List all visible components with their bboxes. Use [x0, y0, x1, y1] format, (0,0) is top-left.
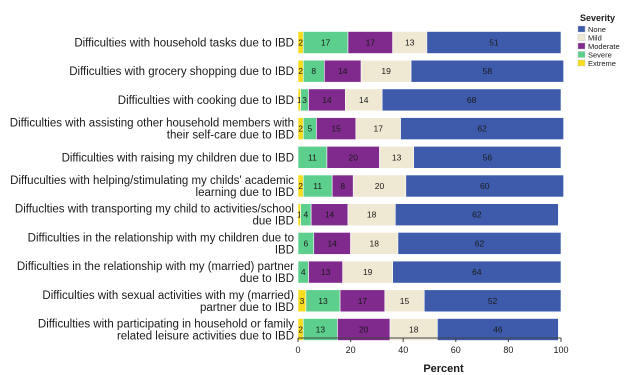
- data-label: 2: [298, 124, 303, 134]
- data-label: 14: [338, 66, 348, 76]
- x-axis-title: Percent: [423, 363, 464, 375]
- bar-segment-none: [413, 146, 562, 169]
- data-label: 4: [304, 210, 309, 220]
- data-label: 15: [400, 296, 410, 306]
- data-label: 20: [359, 325, 369, 335]
- data-label: 18: [367, 210, 377, 220]
- data-label: 64: [472, 267, 482, 277]
- bar-segment-none: [410, 59, 564, 83]
- data-label: 46: [493, 325, 503, 335]
- legend-swatch-mild: [577, 34, 586, 41]
- data-label: 11: [313, 181, 322, 191]
- data-label: 62: [472, 210, 482, 220]
- data-label: 58: [483, 66, 493, 76]
- data-label: 56: [483, 152, 493, 162]
- data-label: 3: [300, 296, 305, 306]
- legend-label-extreme: Extreme: [588, 59, 616, 68]
- data-label: 15: [331, 124, 341, 134]
- data-label: 52: [488, 296, 498, 306]
- x-tick-label: 80: [503, 345, 513, 355]
- data-label: 8: [311, 66, 316, 76]
- data-label: 2: [298, 66, 303, 76]
- legend-title: Severity: [580, 13, 615, 23]
- data-label: 18: [370, 238, 380, 248]
- data-label: 20: [348, 152, 358, 162]
- data-label: 18: [409, 325, 419, 335]
- legend-label-none: None: [588, 25, 606, 34]
- bar-segment-none: [437, 318, 559, 341]
- bar-segment-none: [381, 88, 562, 112]
- category-label: Difficulties with grocery shopping due t…: [69, 66, 294, 78]
- bar-segment-none: [397, 232, 562, 255]
- data-label: 13: [321, 267, 331, 277]
- bar-segment-none: [400, 117, 564, 140]
- legend-swatch-extreme: [577, 59, 586, 67]
- data-label: 19: [381, 66, 391, 76]
- category-label: Difficulties in the relationship with my…: [28, 232, 294, 256]
- data-label: 19: [363, 267, 373, 277]
- data-label: 1: [297, 210, 302, 220]
- data-label: 17: [373, 124, 383, 134]
- data-label: 13: [405, 38, 415, 48]
- data-label: 2: [298, 181, 303, 191]
- data-label: 6: [304, 238, 309, 248]
- data-label: 13: [318, 296, 328, 306]
- legend-label-moderate: Moderate: [588, 42, 620, 51]
- data-label: 2: [298, 325, 303, 335]
- x-tick-label: 0: [295, 345, 300, 355]
- data-label: 14: [359, 95, 369, 105]
- bar-segment-none: [392, 260, 562, 284]
- data-label: 51: [489, 38, 499, 48]
- data-label: 4: [301, 267, 306, 277]
- data-label: 3: [302, 95, 307, 105]
- data-label: 68: [467, 95, 477, 105]
- x-tick-label: 100: [553, 345, 568, 355]
- category-label: Difficulties with sexual activities with…: [42, 290, 294, 314]
- data-label: 14: [327, 238, 337, 248]
- data-label: 14: [325, 210, 335, 220]
- legend-swatch-severe: [577, 51, 586, 58]
- category-label: Difficulties in the relationship with my…: [17, 261, 294, 285]
- data-label: 8: [340, 181, 345, 191]
- legend-label-mild: Mild: [588, 34, 602, 43]
- bar-segment-none: [405, 174, 564, 198]
- legend-label-severe: Severe: [588, 51, 612, 60]
- data-label: 17: [366, 38, 376, 48]
- category-label: Difficulties with assisting other househ…: [10, 118, 294, 142]
- data-label: 62: [477, 124, 487, 134]
- data-label: 2: [298, 38, 303, 48]
- category-label: Diffuclties with transporting my child t…: [15, 204, 294, 228]
- legend-swatch-none: [577, 25, 586, 33]
- data-label: 13: [392, 152, 402, 162]
- data-label: 60: [480, 181, 490, 191]
- category-label: Difficulties with raising my children du…: [62, 152, 294, 164]
- legend-swatch-moderate: [577, 42, 586, 50]
- bar-segment-none: [423, 289, 562, 313]
- category-labels: Difficulties with household tasks due to…: [10, 38, 294, 343]
- data-label: 11: [308, 152, 317, 162]
- data-label: 5: [307, 124, 312, 134]
- data-label: 13: [316, 325, 326, 335]
- category-label: Difficulties with cooking due to IBD: [118, 95, 294, 107]
- bar-segment-none: [395, 203, 559, 226]
- category-label: Difficulties with participating in house…: [38, 319, 294, 343]
- x-axis: 0 20 40 60 80 100: [295, 337, 569, 355]
- data-label: 20: [375, 181, 385, 191]
- data-label: 14: [322, 95, 332, 105]
- x-tick-label: 40: [398, 345, 408, 355]
- x-tick-label: 60: [451, 345, 461, 355]
- data-label: 17: [358, 296, 368, 306]
- data-label: 17: [321, 38, 331, 48]
- data-label: 62: [475, 238, 485, 248]
- x-tick-label: 20: [346, 345, 356, 355]
- data-label: 1: [297, 95, 302, 105]
- category-label: Difficulties with household tasks due to…: [74, 38, 294, 50]
- category-label: Diffuculties with helping/stimulating my…: [10, 175, 294, 199]
- bar-segment-none: [426, 31, 562, 54]
